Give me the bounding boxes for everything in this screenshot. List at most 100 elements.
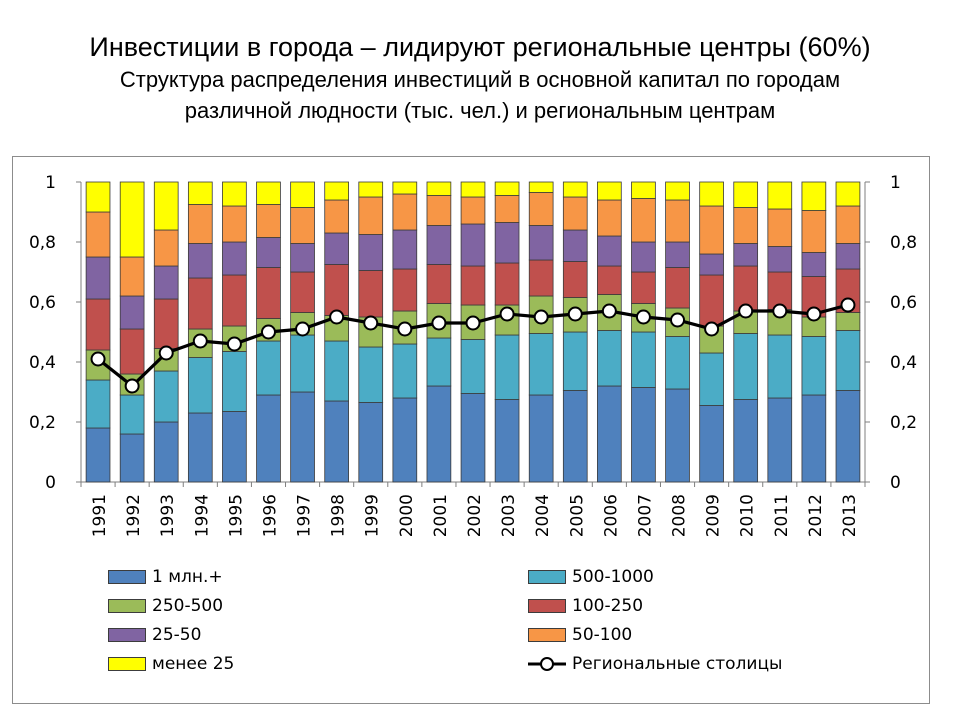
- line-point: [226, 336, 242, 352]
- bar-segment: [597, 265, 622, 295]
- bar-segment: [528, 181, 554, 193]
- bar-segment: [733, 207, 759, 244]
- x-tick-label: 1992: [124, 494, 144, 537]
- bar-segment: [187, 277, 213, 330]
- bar-segment: [222, 241, 247, 276]
- bar-segment: [290, 334, 315, 393]
- bar-segment: [358, 402, 384, 483]
- bar-segment: [119, 181, 145, 258]
- bar-segment: [392, 397, 418, 483]
- chart-subtitle-line-2: различной людности (тыс. чел.) и региона…: [184, 98, 776, 123]
- bar-segment: [222, 351, 247, 412]
- line-point: [772, 303, 788, 319]
- bar-segment: [665, 267, 690, 309]
- bar-segment: [631, 241, 656, 273]
- bar-segment: [426, 181, 452, 196]
- bar-segment: [187, 412, 213, 483]
- line-point: [465, 315, 481, 331]
- bar-segment: [187, 357, 213, 414]
- bar-segment: [801, 336, 827, 396]
- bar-segment: [119, 295, 145, 330]
- x-tick-label: 1996: [260, 494, 280, 537]
- x-tick-label: 1991: [90, 494, 110, 537]
- bar-segment: [460, 196, 486, 225]
- bar-segment: [290, 391, 315, 483]
- x-tick-label: 2001: [431, 494, 451, 537]
- bar-segment: [562, 196, 588, 231]
- bar-segment: [528, 192, 554, 226]
- bar-segment: [801, 252, 827, 277]
- line-point: [431, 315, 447, 331]
- y-tick-label-right: 0,2: [890, 413, 917, 433]
- bar-segment: [460, 181, 486, 198]
- line-point: [192, 333, 208, 349]
- bar-segment: [85, 298, 111, 351]
- bar-segment: [392, 193, 418, 231]
- bar-segment: [733, 243, 759, 267]
- bar-segment: [426, 264, 452, 304]
- bar-segment: [153, 421, 179, 483]
- bar-segment: [426, 385, 452, 483]
- line-point: [704, 321, 720, 337]
- x-tick-label: 2009: [704, 494, 724, 537]
- x-tick-label: 2003: [499, 494, 519, 537]
- bar-segment: [119, 394, 145, 435]
- bar-segment: [733, 399, 759, 483]
- line-point: [363, 315, 379, 331]
- bar-segment: [733, 333, 759, 400]
- bar-segment: [392, 343, 418, 399]
- bar-segment: [562, 261, 588, 298]
- bar-segment: [494, 222, 520, 264]
- y-tick-label-right: 0,4: [890, 353, 917, 373]
- bar-segment: [358, 196, 384, 235]
- x-tick-label: 2011: [772, 494, 792, 537]
- bar-segment: [324, 400, 349, 483]
- bar-segment: [222, 411, 247, 483]
- bar-segment: [256, 181, 281, 205]
- x-tick-label: 1997: [295, 494, 315, 537]
- bar-segment: [528, 394, 554, 483]
- bar-segment: [290, 181, 315, 208]
- bar-segment: [597, 330, 622, 387]
- bar-segment: [153, 298, 179, 349]
- bar-segment: [699, 405, 724, 483]
- bar-segment: [699, 274, 724, 327]
- bar-segment: [392, 268, 418, 312]
- title-block: Инвестиции в города – лидируют региональ…: [0, 30, 960, 126]
- x-tick-label: 2007: [635, 494, 655, 537]
- bar-segment: [665, 181, 690, 201]
- bar-segment: [494, 195, 520, 223]
- bar-segment: [631, 271, 656, 304]
- line-point: [840, 297, 856, 313]
- x-tick-label: 1993: [158, 494, 178, 537]
- bar-segment: [358, 346, 384, 403]
- chart-subtitle-line-1: Структура распределения инвестиций в осн…: [119, 67, 841, 92]
- x-tick-label: 2006: [601, 494, 621, 537]
- bar-segment: [256, 237, 281, 268]
- line-point: [499, 306, 515, 322]
- line-point: [295, 321, 311, 337]
- bar-segment: [528, 333, 554, 396]
- bar-segment: [119, 328, 145, 375]
- bar-segment: [767, 181, 793, 210]
- x-tick-label: 2010: [738, 494, 758, 537]
- x-tick-label: 1999: [363, 494, 383, 537]
- bar-segment: [801, 181, 827, 211]
- bars: [85, 181, 861, 483]
- bar-segment: [767, 334, 793, 399]
- bar-segment: [119, 433, 145, 483]
- line-point: [601, 303, 617, 319]
- bar-segment: [153, 229, 179, 267]
- bar-segment: [631, 331, 656, 388]
- line-point: [635, 309, 651, 325]
- bar-segment: [426, 337, 452, 387]
- bar-segment: [426, 195, 452, 226]
- bar-segment: [597, 181, 622, 201]
- bar-segment: [631, 181, 656, 199]
- y-tick-label-left: 0,6: [29, 293, 56, 313]
- bar-segment: [324, 340, 349, 402]
- line-point: [533, 309, 549, 325]
- bar-segment: [494, 262, 520, 306]
- bar-segment: [631, 387, 656, 483]
